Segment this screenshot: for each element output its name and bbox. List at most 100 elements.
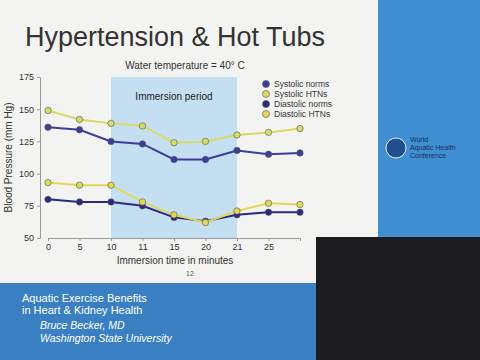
x-tick-label: 5 [77,242,82,252]
legend-label: Systolic HTNs [274,89,327,99]
data-point [76,127,82,133]
data-point [108,138,114,144]
data-point [171,156,177,162]
x-tick-mark [206,238,207,241]
data-point [265,129,271,135]
slide: Hypertension & Hot TubsWater temperature… [0,0,480,360]
y-tick: 175 [19,72,40,82]
data-point [202,156,208,162]
x-tick: 0 [46,238,51,252]
y-tick-mark [37,174,40,175]
x-tick-label: 20 [201,242,211,252]
legend-label: Diastolic HTNs [274,109,330,119]
caption-line: Aquatic Exercise Benefits [22,292,147,304]
affiliation: Washington State University [40,332,172,344]
x-tick-mark [300,238,301,241]
legend-entry: Diastolic norms [263,99,333,109]
x-axis: 0 5 10 11 15 20 21 25 [46,238,301,252]
x-tick-mark [111,238,112,241]
data-point [76,199,82,205]
plot-area [45,77,303,238]
x-tick-mark [174,238,175,241]
x-tick-mark [48,238,49,241]
data-point [76,182,82,188]
annotation-text: Immersion period [135,91,212,102]
data-point [171,212,177,218]
x-tick: 11 [138,238,147,252]
logo-mark [386,138,406,158]
data-point [265,200,271,206]
data-point [45,179,51,185]
y-tick-mark [37,238,40,239]
x-tick-label: 0 [46,242,51,252]
x-tick-label: 25 [264,242,274,252]
video-area [316,237,480,360]
data-point [202,138,208,144]
y-tick-label: 125 [19,137,34,147]
x-axis-line [49,239,301,242]
slide-number: 12 [186,270,194,277]
data-point [171,139,177,145]
data-point [108,199,114,205]
y-tick-mark [37,77,40,78]
data-point [45,196,51,202]
y-tick-mark [37,141,40,142]
x-axis-title: Immersion time in minutes [117,255,234,266]
x-tick: 15 [169,238,179,252]
x-tick: 25 [264,238,274,252]
legend-marker [263,91,270,98]
y-axis-title: Blood Pressure (mm Hg) [3,102,14,212]
x-tick-label: 21 [232,242,242,252]
logo-text: World [410,136,428,143]
data-point [108,120,114,126]
legend-entry: Diastolic HTNs [263,109,331,119]
legend-marker [263,111,270,118]
y-tick-label: 100 [19,169,34,179]
data-point [234,132,240,138]
caption-line: in Heart & Kidney Health [22,304,142,316]
subtitle: Water temperature = 40° C [125,60,245,71]
x-tick: 20 [201,238,211,252]
legend-label: Diastolic norms [274,99,332,109]
x-tick: 21 [232,238,242,252]
data-point [45,124,51,130]
y-tick-mark [37,206,40,207]
x-tick-label: 10 [106,242,116,252]
data-point [297,125,303,131]
y-axis: 50 75 100 125 150 175 [19,72,41,243]
logo-text: Aquatic Health [410,144,456,152]
data-point [234,147,240,153]
data-point [265,209,271,215]
logo-text: Conference [410,152,446,159]
data-point [76,116,82,122]
data-point [297,201,303,207]
y-tick: 150 [19,105,40,115]
series-line [48,183,300,223]
legend-marker [263,81,270,88]
legend-marker [263,101,270,108]
data-point [139,199,145,205]
x-tick-mark [269,238,270,241]
y-tick-label: 75 [24,201,34,211]
x-tick [300,238,301,241]
y-axis-line [37,78,41,239]
y-tick: 50 [24,233,40,243]
y-tick: 100 [19,169,40,179]
speaker: Bruce Becker, MD [40,319,125,331]
y-tick-label: 50 [24,233,34,243]
y-tick-mark [37,109,40,110]
data-point [139,123,145,129]
legend-entry: Systolic norms [263,79,330,89]
legend: Systolic normsSystolic HTNsDiastolic nor… [263,79,333,119]
data-point [297,150,303,156]
y-tick: 75 [24,201,40,211]
x-tick: 5 [77,238,82,252]
y-tick: 125 [19,137,40,147]
data-point [265,151,271,157]
x-tick-mark [143,238,144,241]
data-point [139,141,145,147]
y-tick-label: 150 [19,105,34,115]
data-point [108,182,114,188]
x-tick-label: 11 [138,242,147,252]
legend-entry: Systolic HTNs [263,89,328,99]
